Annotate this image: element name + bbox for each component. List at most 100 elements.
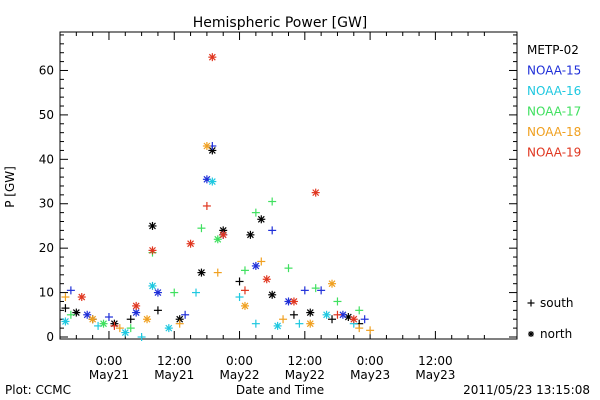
- y-axis-label: P [GW]: [3, 166, 17, 208]
- x-tick-label: 12:00: [418, 354, 453, 368]
- north-point-noaa-18: [202, 141, 211, 150]
- south-point-noaa-19: [333, 310, 342, 319]
- north-point-noaa-16: [148, 281, 157, 290]
- south-point-noaa-18: [213, 268, 222, 277]
- south-point-noaa-17: [333, 297, 342, 306]
- north-point-noaa-16: [273, 321, 282, 330]
- north-point-metp-02: [246, 230, 255, 239]
- north-point-noaa-19: [132, 301, 141, 310]
- series-legend: METP-02 NOAA-15 NOAA-16 NOAA-17 NOAA-18 NOAA-…: [527, 43, 581, 160]
- south-point-noaa-17: [251, 208, 260, 217]
- north-point-noaa-19: [349, 315, 358, 324]
- south-point-noaa-18: [279, 315, 288, 324]
- y-axis: 0 10 20 30 40 50 60: [39, 34, 517, 344]
- north-point-noaa-15: [83, 310, 92, 319]
- north-point-noaa-16: [208, 177, 217, 186]
- marker-legend-label: north: [540, 327, 572, 341]
- legend-entry-metp-02: METP-02: [527, 43, 579, 57]
- y-tick-label: 10: [39, 286, 54, 300]
- north-point-noaa-17: [99, 319, 108, 328]
- plot-timestamp: 2011/05/23 13:15:08: [463, 383, 590, 397]
- south-point-metp-02: [235, 277, 244, 286]
- south-point-noaa-15: [104, 313, 113, 322]
- x-tick-date-label: May23: [350, 368, 390, 382]
- south-point-noaa-15: [268, 226, 277, 235]
- y-tick-label: 20: [39, 241, 54, 255]
- chart-title: Hemispheric Power [GW]: [193, 15, 368, 31]
- south-point-noaa-16: [251, 319, 260, 328]
- south-point-noaa-19: [240, 286, 249, 295]
- south-point-noaa-15: [66, 286, 75, 295]
- x-tick-label: 0:00: [95, 354, 122, 368]
- south-point-noaa-15: [360, 315, 369, 324]
- x-tick-date-label: May21: [154, 368, 194, 382]
- north-point-noaa-16: [164, 324, 173, 333]
- x-tick-date-label: May22: [219, 368, 259, 382]
- x-axis: 0:00May2112:00May210:00May2212:00May220:…: [59, 32, 518, 382]
- south-point-noaa-18: [61, 293, 70, 302]
- y-tick-label: 60: [39, 63, 54, 77]
- south-point-noaa-19: [110, 321, 119, 330]
- y-tick-label: 0: [46, 330, 54, 344]
- north-point-noaa-16: [322, 310, 331, 319]
- north-point-noaa-19: [262, 275, 271, 284]
- north-point-noaa-19: [148, 246, 157, 255]
- legend-entry-noaa-18: NOAA-18: [527, 125, 581, 139]
- x-axis-label: Date and Time: [236, 383, 324, 397]
- marker-legend-south: south: [527, 296, 574, 310]
- x-tick-label: 0:00: [357, 354, 384, 368]
- south-point-noaa-17: [240, 266, 249, 275]
- north-point-noaa-19: [186, 239, 195, 248]
- north-point-noaa-16: [121, 328, 130, 337]
- south-point-noaa-15: [317, 286, 326, 295]
- x-tick-date-label: May22: [285, 368, 325, 382]
- north-point-noaa-15: [284, 297, 293, 306]
- north-point-metp-02: [148, 221, 157, 230]
- south-point-metp-02: [126, 315, 135, 324]
- legend-entry-noaa-15: NOAA-15: [527, 64, 581, 78]
- south-point-noaa-17: [284, 264, 293, 273]
- south-point-noaa-17: [268, 197, 277, 206]
- north-point-metp-02: [197, 268, 206, 277]
- north-point-metp-02: [268, 290, 277, 299]
- x-tick-date-label: May21: [89, 368, 129, 382]
- y-tick-label: 40: [39, 152, 54, 166]
- north-point-metp-02: [257, 215, 266, 224]
- north-point-noaa-18: [88, 315, 97, 324]
- north-point-noaa-16: [61, 317, 70, 326]
- south-point-noaa-17: [126, 324, 135, 333]
- x-tick-label: 0:00: [226, 354, 253, 368]
- y-tick-label: 50: [39, 108, 54, 122]
- north-point-noaa-18: [306, 319, 315, 328]
- plot-area: [59, 31, 518, 340]
- north-point-noaa-18: [143, 315, 152, 324]
- plot-credit: Plot: CCMC: [5, 383, 71, 397]
- south-point-noaa-17: [66, 310, 75, 319]
- south-point-noaa-19: [202, 201, 211, 210]
- legend-entry-noaa-17: NOAA-17: [527, 105, 581, 119]
- north-point-noaa-17: [213, 235, 222, 244]
- legend-entry-noaa-16: NOAA-16: [527, 84, 581, 98]
- south-point-noaa-18: [257, 257, 266, 266]
- south-point-noaa-18: [355, 324, 364, 333]
- north-point-noaa-19: [311, 188, 320, 197]
- data-points: [61, 53, 375, 341]
- south-point-noaa-17: [170, 288, 179, 297]
- south-point-metp-02: [328, 315, 337, 324]
- south-point-noaa-18: [175, 319, 184, 328]
- marker-legend: south north: [527, 296, 574, 341]
- north-point-noaa-19: [208, 53, 217, 62]
- x-tick-label: 12:00: [288, 354, 323, 368]
- north-point-noaa-15: [251, 261, 260, 270]
- south-point-noaa-17: [311, 284, 320, 293]
- north-point-metp-02: [72, 308, 81, 317]
- south-point-metp-02: [289, 310, 298, 319]
- south-point-noaa-16: [235, 293, 244, 302]
- marker-legend-label: south: [540, 296, 574, 310]
- south-point-noaa-16: [295, 319, 304, 328]
- south-point-noaa-17: [355, 306, 364, 315]
- x-tick-label: 12:00: [157, 354, 192, 368]
- north-point-noaa-19: [77, 293, 86, 302]
- south-point-noaa-16: [192, 288, 201, 297]
